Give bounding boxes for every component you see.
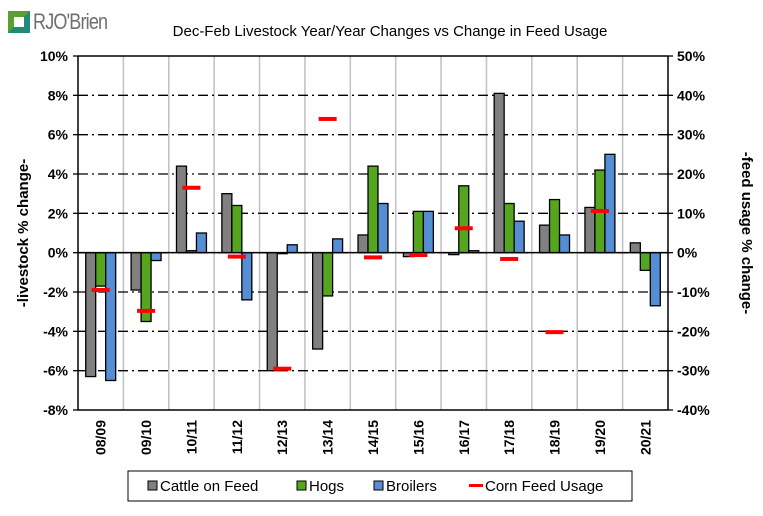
legend-label: Hogs	[309, 478, 344, 495]
x-tick-label: 11/12	[229, 420, 245, 454]
x-tick-labels: 08/09 09/10 10/11 11/12 12/13 13/14 14/15 15/16…	[93, 420, 654, 455]
x-tick-label: 08/09	[93, 420, 109, 455]
y2-tick-label: -10%	[677, 284, 710, 300]
bar-broilers	[558, 234, 571, 254]
y-axis-label: -livestock % change-	[15, 159, 32, 307]
legend-label: Corn Feed Usage	[485, 478, 603, 495]
bar-cattle-on-feed	[357, 234, 369, 254]
chart-title: Dec-Feb Livestock Year/Year Changes vs C…	[173, 23, 608, 40]
bar-hogs	[367, 165, 379, 254]
y-tick-label: 4%	[48, 166, 69, 182]
corn-feed-usage-marker	[137, 308, 156, 313]
x-tick-label: 16/17	[456, 420, 472, 455]
bar-broilers	[377, 202, 389, 254]
y2-tick-label: -20%	[677, 323, 710, 339]
legend-swatch	[147, 480, 158, 491]
corn-feed-usage-marker	[91, 288, 110, 293]
bar-cattle-on-feed	[221, 193, 233, 254]
bar-hogs	[639, 252, 651, 272]
corn-feed-usage-marker	[500, 256, 519, 261]
bar-hogs	[95, 252, 107, 287]
x-tick-label: 19/20	[592, 420, 608, 455]
bar-broilers	[513, 220, 525, 254]
corn-markers	[91, 116, 609, 371]
y2-tick-label: 20%	[677, 166, 706, 182]
corn-feed-usage-marker	[590, 208, 609, 213]
bar-cattle-on-feed	[130, 252, 142, 291]
y-tick-label: -6%	[43, 363, 68, 379]
bar-cattle-on-feed	[538, 224, 551, 254]
x-tick-label: 18/19	[547, 420, 563, 455]
bar-broilers	[604, 153, 616, 254]
bar-broilers	[422, 210, 435, 254]
bar-broilers	[241, 252, 253, 301]
bar-broilers	[150, 252, 162, 262]
x-tick-label: 17/18	[501, 420, 517, 455]
y-tick-label: 8%	[48, 87, 69, 103]
x-tick-label: 12/13	[274, 420, 290, 455]
legend-swatch	[373, 480, 384, 491]
corn-feed-usage-marker	[318, 116, 337, 121]
axes	[73, 55, 673, 411]
bar-hogs	[503, 202, 515, 254]
bar-hogs	[321, 252, 334, 297]
x-tick-label: 09/10	[138, 420, 154, 455]
y-tick-label: 10%	[40, 48, 69, 64]
bar-broilers	[195, 232, 208, 254]
bar-broilers	[331, 238, 344, 254]
corn-feed-usage-marker	[273, 366, 292, 371]
bar-broilers	[649, 252, 661, 307]
bar-cattle-on-feed	[85, 252, 97, 378]
corn-feed-usage-marker	[454, 226, 473, 231]
legend-label: Broilers	[386, 478, 437, 495]
bar-cattle-on-feed	[175, 165, 188, 254]
y2-tick-label: 50%	[677, 48, 706, 64]
bar-hogs	[548, 198, 561, 254]
logo-mark-icon	[8, 11, 30, 33]
y2-tick-label: 30%	[677, 127, 706, 143]
legend-swatch	[469, 484, 483, 487]
x-tick-label: 20/21	[637, 420, 653, 455]
bar-cattle-on-feed	[493, 92, 505, 254]
y-tick-label: -8%	[43, 402, 68, 418]
corn-feed-usage-marker	[545, 330, 564, 335]
corn-feed-usage-marker	[364, 255, 382, 260]
y-tick-label: 2%	[48, 205, 69, 221]
y-tick-label: -4%	[43, 323, 68, 339]
y2-tick-labels: -40% -30% -20% -10% 0% 10% 20% 30% 40% 50%	[677, 48, 710, 418]
x-tick-label: 15/16	[410, 420, 426, 455]
bar-cattle-on-feed	[584, 206, 596, 254]
bars	[78, 92, 668, 382]
x-tick-label: 13/14	[320, 420, 336, 455]
legend-swatch	[296, 480, 307, 491]
y2-tick-label: -40%	[677, 402, 710, 418]
bar-cattle-on-feed	[311, 252, 324, 350]
corn-feed-usage-marker	[227, 254, 246, 259]
legend-label: Cattle on Feed	[160, 478, 258, 495]
x-tick-label: 10/11	[183, 420, 199, 454]
y2-tick-label: -30%	[677, 363, 710, 379]
corn-feed-usage-marker	[182, 185, 201, 190]
y-tick-label: -2%	[43, 284, 68, 300]
bar-broilers	[105, 252, 117, 382]
bar-broilers	[286, 244, 298, 254]
bar-hogs	[458, 185, 470, 254]
brand-logo: RJO'Brien	[8, 9, 124, 34]
brand-name: RJO'Brien	[33, 9, 108, 34]
bar-cattle-on-feed	[266, 252, 278, 372]
bar-hogs	[231, 204, 243, 254]
bar-cattle-on-feed	[629, 242, 641, 254]
y-tick-label: 0%	[48, 245, 69, 261]
y2-tick-label: 40%	[677, 87, 706, 103]
y2-tick-label: 10%	[677, 205, 706, 221]
y2-axis-label: -feed usage % change-	[738, 152, 755, 315]
bar-hogs	[412, 210, 425, 254]
y2-tick-label: 0%	[677, 245, 698, 261]
x-tick-label: 14/15	[365, 420, 381, 455]
corn-feed-usage-marker	[409, 253, 428, 258]
y-tick-labels: -8% -6% -4% -2% 0% 2% 4% 6% 8% 10%	[40, 48, 69, 418]
y-tick-label: 6%	[48, 127, 69, 143]
legend: Cattle on Feed Hogs Broilers Corn Feed Usag…	[127, 470, 633, 502]
